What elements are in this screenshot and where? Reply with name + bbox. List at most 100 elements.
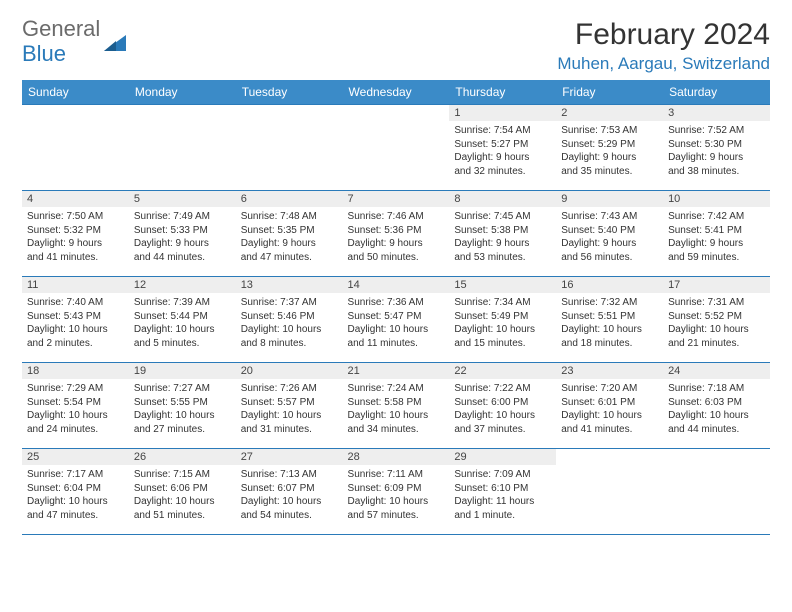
day-body: Sunrise: 7:11 AMSunset: 6:09 PMDaylight:…: [343, 465, 450, 526]
day-body: Sunrise: 7:27 AMSunset: 5:55 PMDaylight:…: [129, 379, 236, 440]
day-cell: 9Sunrise: 7:43 AMSunset: 5:40 PMDaylight…: [556, 191, 663, 277]
day-body: Sunrise: 7:34 AMSunset: 5:49 PMDaylight:…: [449, 293, 556, 354]
day-cell: 29Sunrise: 7:09 AMSunset: 6:10 PMDayligh…: [449, 449, 556, 535]
day-body: Sunrise: 7:52 AMSunset: 5:30 PMDaylight:…: [663, 121, 770, 182]
day-body: Sunrise: 7:32 AMSunset: 5:51 PMDaylight:…: [556, 293, 663, 354]
day-header: Sunday: [22, 80, 129, 105]
day-number: 10: [663, 191, 770, 207]
day-cell: 6Sunrise: 7:48 AMSunset: 5:35 PMDaylight…: [236, 191, 343, 277]
title-block: February 2024 Muhen, Aargau, Switzerland: [557, 18, 770, 74]
day-number: 18: [22, 363, 129, 379]
day-number: 7: [343, 191, 450, 207]
day-cell: 11Sunrise: 7:40 AMSunset: 5:43 PMDayligh…: [22, 277, 129, 363]
day-cell: 16Sunrise: 7:32 AMSunset: 5:51 PMDayligh…: [556, 277, 663, 363]
day-body: Sunrise: 7:50 AMSunset: 5:32 PMDaylight:…: [22, 207, 129, 268]
day-number: 4: [22, 191, 129, 207]
day-number: 17: [663, 277, 770, 293]
day-header: Saturday: [663, 80, 770, 105]
day-cell: 20Sunrise: 7:26 AMSunset: 5:57 PMDayligh…: [236, 363, 343, 449]
day-number: [556, 449, 663, 453]
day-header: Wednesday: [343, 80, 450, 105]
day-number: 21: [343, 363, 450, 379]
day-number: 25: [22, 449, 129, 465]
page-title: February 2024: [557, 18, 770, 52]
calendar-table: SundayMondayTuesdayWednesdayThursdayFrid…: [22, 80, 770, 535]
day-body: Sunrise: 7:20 AMSunset: 6:01 PMDaylight:…: [556, 379, 663, 440]
day-body: Sunrise: 7:45 AMSunset: 5:38 PMDaylight:…: [449, 207, 556, 268]
day-body: Sunrise: 7:31 AMSunset: 5:52 PMDaylight:…: [663, 293, 770, 354]
day-body: Sunrise: 7:13 AMSunset: 6:07 PMDaylight:…: [236, 465, 343, 526]
day-number: [343, 105, 450, 109]
day-body: Sunrise: 7:17 AMSunset: 6:04 PMDaylight:…: [22, 465, 129, 526]
day-body: Sunrise: 7:40 AMSunset: 5:43 PMDaylight:…: [22, 293, 129, 354]
day-body: Sunrise: 7:53 AMSunset: 5:29 PMDaylight:…: [556, 121, 663, 182]
day-header: Tuesday: [236, 80, 343, 105]
day-cell: 27Sunrise: 7:13 AMSunset: 6:07 PMDayligh…: [236, 449, 343, 535]
day-header: Friday: [556, 80, 663, 105]
day-number: 24: [663, 363, 770, 379]
day-body: Sunrise: 7:15 AMSunset: 6:06 PMDaylight:…: [129, 465, 236, 526]
day-number: 1: [449, 105, 556, 121]
day-number: 16: [556, 277, 663, 293]
day-body: Sunrise: 7:09 AMSunset: 6:10 PMDaylight:…: [449, 465, 556, 526]
week-row: 18Sunrise: 7:29 AMSunset: 5:54 PMDayligh…: [22, 363, 770, 449]
day-cell: [22, 105, 129, 191]
day-cell: 2Sunrise: 7:53 AMSunset: 5:29 PMDaylight…: [556, 105, 663, 191]
day-number: 20: [236, 363, 343, 379]
day-body: Sunrise: 7:18 AMSunset: 6:03 PMDaylight:…: [663, 379, 770, 440]
day-body: Sunrise: 7:49 AMSunset: 5:33 PMDaylight:…: [129, 207, 236, 268]
day-number: 6: [236, 191, 343, 207]
day-cell: [556, 449, 663, 535]
day-number: [236, 105, 343, 109]
day-number: 3: [663, 105, 770, 121]
day-number: 8: [449, 191, 556, 207]
day-number: 28: [343, 449, 450, 465]
day-number: [663, 449, 770, 453]
logo-sail-icon: [102, 33, 128, 53]
logo-text-1: General: [22, 16, 100, 41]
day-cell: 8Sunrise: 7:45 AMSunset: 5:38 PMDaylight…: [449, 191, 556, 277]
day-cell: 17Sunrise: 7:31 AMSunset: 5:52 PMDayligh…: [663, 277, 770, 363]
day-body: Sunrise: 7:48 AMSunset: 5:35 PMDaylight:…: [236, 207, 343, 268]
day-cell: 28Sunrise: 7:11 AMSunset: 6:09 PMDayligh…: [343, 449, 450, 535]
day-number: 13: [236, 277, 343, 293]
day-number: 15: [449, 277, 556, 293]
day-body: Sunrise: 7:24 AMSunset: 5:58 PMDaylight:…: [343, 379, 450, 440]
day-cell: 14Sunrise: 7:36 AMSunset: 5:47 PMDayligh…: [343, 277, 450, 363]
week-row: 1Sunrise: 7:54 AMSunset: 5:27 PMDaylight…: [22, 105, 770, 191]
day-body: Sunrise: 7:46 AMSunset: 5:36 PMDaylight:…: [343, 207, 450, 268]
day-cell: 19Sunrise: 7:27 AMSunset: 5:55 PMDayligh…: [129, 363, 236, 449]
day-cell: 3Sunrise: 7:52 AMSunset: 5:30 PMDaylight…: [663, 105, 770, 191]
day-cell: 23Sunrise: 7:20 AMSunset: 6:01 PMDayligh…: [556, 363, 663, 449]
day-header: Thursday: [449, 80, 556, 105]
day-body: Sunrise: 7:43 AMSunset: 5:40 PMDaylight:…: [556, 207, 663, 268]
day-header: Monday: [129, 80, 236, 105]
day-cell: 13Sunrise: 7:37 AMSunset: 5:46 PMDayligh…: [236, 277, 343, 363]
day-cell: 12Sunrise: 7:39 AMSunset: 5:44 PMDayligh…: [129, 277, 236, 363]
week-row: 11Sunrise: 7:40 AMSunset: 5:43 PMDayligh…: [22, 277, 770, 363]
day-body: Sunrise: 7:39 AMSunset: 5:44 PMDaylight:…: [129, 293, 236, 354]
week-row: 25Sunrise: 7:17 AMSunset: 6:04 PMDayligh…: [22, 449, 770, 535]
day-cell: [236, 105, 343, 191]
day-body: Sunrise: 7:37 AMSunset: 5:46 PMDaylight:…: [236, 293, 343, 354]
week-row: 4Sunrise: 7:50 AMSunset: 5:32 PMDaylight…: [22, 191, 770, 277]
day-number: 14: [343, 277, 450, 293]
day-cell: 10Sunrise: 7:42 AMSunset: 5:41 PMDayligh…: [663, 191, 770, 277]
day-cell: [663, 449, 770, 535]
logo: General Blue: [22, 18, 128, 67]
day-number: 22: [449, 363, 556, 379]
day-number: 5: [129, 191, 236, 207]
day-number: 12: [129, 277, 236, 293]
day-number: 26: [129, 449, 236, 465]
day-header-row: SundayMondayTuesdayWednesdayThursdayFrid…: [22, 80, 770, 105]
day-cell: 25Sunrise: 7:17 AMSunset: 6:04 PMDayligh…: [22, 449, 129, 535]
day-cell: 7Sunrise: 7:46 AMSunset: 5:36 PMDaylight…: [343, 191, 450, 277]
day-number: [129, 105, 236, 109]
logo-text-2: Blue: [22, 41, 66, 66]
day-cell: 4Sunrise: 7:50 AMSunset: 5:32 PMDaylight…: [22, 191, 129, 277]
day-body: Sunrise: 7:26 AMSunset: 5:57 PMDaylight:…: [236, 379, 343, 440]
day-cell: 18Sunrise: 7:29 AMSunset: 5:54 PMDayligh…: [22, 363, 129, 449]
day-cell: 1Sunrise: 7:54 AMSunset: 5:27 PMDaylight…: [449, 105, 556, 191]
day-body: Sunrise: 7:36 AMSunset: 5:47 PMDaylight:…: [343, 293, 450, 354]
day-cell: [129, 105, 236, 191]
